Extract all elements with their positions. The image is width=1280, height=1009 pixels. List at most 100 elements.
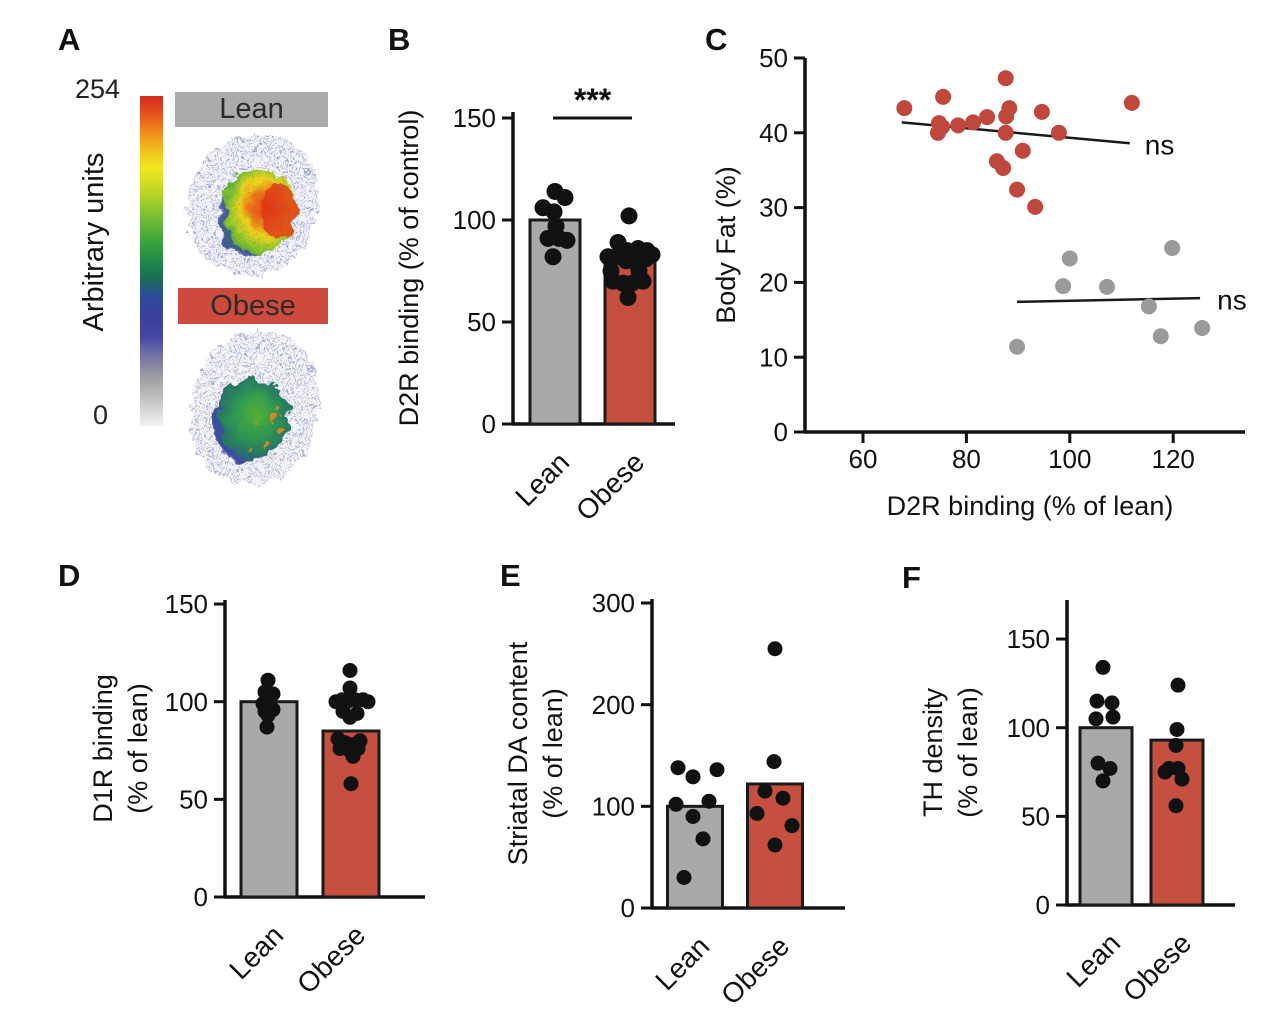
y-axis-label: TH density [918,687,948,817]
y-tick-label: 50 [1021,801,1050,831]
data-point-obese [343,776,359,792]
y-tick-label: 10 [759,342,788,372]
panel-b-letter: B [388,22,411,57]
panel-e: 0 100 200 300 Striatal DA content (% of lean)… [475,555,875,1009]
data-point-obese [1174,771,1190,787]
data-point-obese [360,694,376,710]
lean-image-label: Lean [219,93,284,125]
category-label-obese: Obese [1117,927,1197,1007]
category-label-obese: Obese [715,930,795,1009]
scatter-point-obese [1014,142,1031,159]
x-tick-label: 80 [952,444,981,474]
colorbar-min-value: 0 [92,400,108,430]
y-tick-label: 0 [1036,890,1050,920]
obese-image-header: Obese [178,288,328,324]
lean-brain-image [186,134,320,276]
panel-e-letter: E [500,558,521,593]
data-point-obese [634,272,652,290]
scatter-point-obese [997,70,1014,87]
scatter-point-obese [896,100,913,117]
scatter-point-lean [1194,320,1211,337]
scatter-point-obese [997,124,1014,141]
data-point-lean [1089,693,1105,709]
data-point-lean [1105,709,1121,725]
scatter-point-lean [1164,239,1181,256]
category-label-obese: Obese [570,446,650,526]
panel-a-letter: A [58,22,81,57]
y-tick-label: 0 [482,409,496,439]
x-tick-label: 100 [1048,444,1091,474]
scatter-point-obese [995,159,1012,176]
x-tick-label: 120 [1152,444,1195,474]
y-tick-label: 50 [179,784,208,814]
data-point-lean [260,672,276,688]
y-tick-label: 50 [467,307,496,337]
data-point-lean [265,686,281,702]
data-point-obese [749,805,765,821]
scatter-point-obese [1033,103,1050,120]
data-point-obese [775,790,791,806]
scatter-point-obese [935,88,952,105]
data-point-lean [1090,755,1106,771]
panel-d: 0 50 100 150 D1R binding (% of lean) Lean Obese [50,555,440,1009]
y-axis-label: D2R binding (% of control) [394,110,424,427]
panel-d-chart: 0 50 100 150 D1R binding (% of lean) Lean Obese [88,589,425,1000]
scatter-point-obese [965,114,982,131]
scatter-point-obese [929,124,946,141]
scatter-point-lean [1140,298,1157,315]
y-axis-label: Striatal DA content [503,641,533,865]
y-tick-label: 100 [453,205,496,235]
y-tick-label: 300 [592,588,635,618]
data-point-lean [558,231,576,249]
data-point-lean [544,248,562,266]
category-label-lean: Lean [509,446,575,512]
scatter-point-obese [950,117,967,134]
ns-label-obese: ns [1145,130,1175,161]
trend-line-lean [1017,296,1201,304]
significance-stars: *** [574,82,612,118]
y-tick-label: 30 [759,193,788,223]
y-tick-label: 100 [1007,713,1050,743]
data-point-obese [619,289,637,307]
data-point-lean [670,760,686,776]
ns-label-lean: ns [1217,284,1247,315]
data-point-obese [766,754,782,770]
y-tick-label: 0 [194,882,208,912]
y-tick-label: 0 [621,893,635,923]
colorbar [140,96,163,426]
panel-c-letter: C [705,22,728,57]
y-axis-label: (% of lean) [953,687,983,818]
category-label-lean: Lean [223,919,289,985]
y-axis-label: (% of lean) [538,688,568,819]
data-point-obese [1157,764,1173,780]
panel-a: 254 0 Arbitrary units Lean [0,0,380,540]
category-label-lean: Lean [649,930,715,996]
y-tick-label: 200 [592,690,635,720]
panel-f-letter: F [902,560,921,595]
scatter-point-lean [1099,278,1116,295]
colorbar-max-value: 254 [74,74,120,104]
data-point-obese [784,818,800,834]
y-tick-label: 0 [774,417,788,447]
panel-d-letter: D [58,558,81,593]
lean-image-block: Lean [175,92,328,283]
scatter-point-obese [1027,198,1044,215]
bar-lean [1078,726,1134,907]
scatter-point-lean [1009,338,1026,355]
data-point-lean [1104,695,1120,711]
y-tick-label: 20 [759,268,788,298]
data-point-obese [1168,798,1184,814]
panel-b-chart: 0 50 100 150 D2R binding (% of control) LeanO… [394,82,675,527]
scatter-point-lean [1055,278,1072,295]
panel-c-chart: 0 10 20 30 40 50 60 80 100 120 D2R binding (% of l… [711,43,1247,521]
y-tick-label: 100 [165,687,208,717]
data-point-obese [767,641,783,657]
y-tick-label: 150 [1007,624,1050,654]
panel-f: 0 50 100 150 TH density (% of lean) Lean Obese [875,555,1280,1009]
data-point-obese [345,748,361,764]
y-tick-label: 150 [165,589,208,619]
panel-b: 0 50 100 150 D2R binding (% of control) Lean O… [380,15,700,527]
y-tick-label: 40 [759,118,788,148]
data-point-obese [757,783,773,799]
